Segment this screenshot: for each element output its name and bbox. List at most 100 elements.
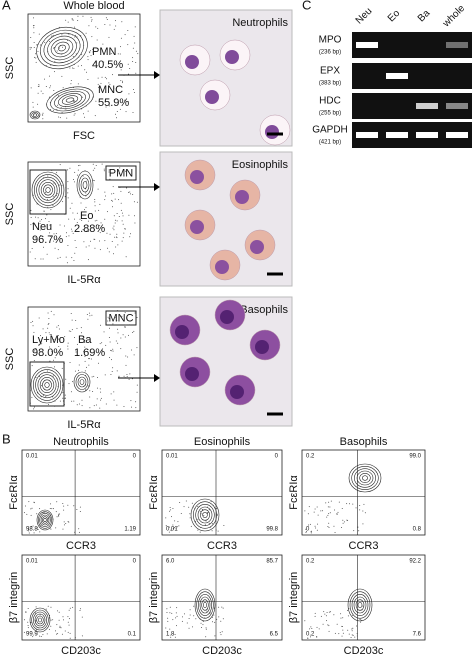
event-dot (67, 169, 69, 171)
event-dot (48, 41, 50, 43)
event-dot (30, 224, 32, 226)
event-dot (223, 524, 225, 526)
event-dot (85, 230, 87, 232)
panel-label: B (2, 431, 11, 446)
event-dot (26, 513, 28, 515)
event-dot (347, 629, 349, 631)
event-dot (41, 343, 43, 345)
event-dot (30, 508, 32, 510)
event-dot (56, 50, 58, 52)
event-dot (83, 230, 85, 232)
event-dot (313, 511, 315, 513)
event-dot (103, 61, 105, 63)
event-dot (67, 521, 69, 523)
nucleus (235, 190, 249, 204)
event-dot (220, 634, 222, 636)
event-dot (101, 163, 103, 165)
event-dot (115, 25, 117, 27)
gate (29, 169, 67, 215)
event-dot (75, 247, 77, 249)
contour (193, 501, 217, 529)
event-dot (170, 530, 172, 532)
event-dot (317, 523, 319, 525)
event-dot (65, 232, 67, 234)
nucleus (175, 325, 189, 339)
event-dot (180, 512, 182, 514)
event-dot (113, 399, 115, 401)
event-dot (83, 209, 85, 211)
arrowhead (154, 374, 160, 382)
event-dot (29, 251, 31, 253)
event-dot (35, 53, 37, 55)
event-dot (40, 90, 42, 92)
nucleus (215, 260, 229, 274)
event-dot (211, 530, 213, 532)
event-dot (116, 212, 118, 214)
event-dot (94, 205, 96, 207)
event-dot (78, 531, 80, 533)
event-dot (133, 330, 135, 332)
event-dot (169, 612, 171, 614)
event-dot (116, 111, 118, 113)
event-dot (49, 508, 51, 510)
event-dot (111, 206, 113, 208)
event-dot (334, 509, 336, 511)
event-dot (73, 67, 75, 69)
event-dot (59, 513, 61, 515)
event-dot (69, 361, 71, 363)
event-dot (32, 337, 34, 339)
event-dot (71, 319, 73, 321)
event-dot (82, 175, 84, 177)
nucleus (205, 90, 219, 104)
event-dot (125, 324, 127, 326)
event-dot (97, 83, 99, 85)
event-dot (33, 331, 35, 333)
event-dot (49, 232, 51, 234)
event-dot (222, 607, 224, 609)
event-dot (214, 635, 216, 637)
event-dot (129, 68, 131, 70)
event-dot (53, 196, 55, 198)
event-dot (348, 633, 350, 635)
event-dot (359, 509, 361, 511)
event-dot (27, 627, 29, 629)
event-dot (76, 509, 78, 511)
event-dot (74, 239, 76, 241)
event-dot (105, 91, 107, 93)
event-dot (124, 34, 126, 36)
event-dot (216, 513, 218, 515)
event-dot (172, 507, 174, 509)
event-dot (87, 59, 89, 61)
contour (32, 369, 62, 401)
event-dot (189, 614, 191, 616)
event-dot (73, 400, 75, 402)
event-dot (193, 615, 195, 617)
event-dot (116, 117, 118, 119)
contour (73, 371, 91, 393)
event-dot (76, 174, 78, 176)
event-dot (183, 506, 185, 508)
event-dot (113, 87, 115, 89)
y-axis-label: β7 integrin (288, 572, 300, 624)
event-dot (325, 502, 327, 504)
event-dot (340, 617, 342, 619)
event-dot (41, 385, 43, 387)
contour (43, 32, 81, 64)
event-dot (346, 609, 348, 611)
event-dot (112, 200, 114, 202)
event-dot (193, 605, 195, 607)
event-dot (124, 312, 126, 314)
event-dot (342, 519, 344, 521)
event-dot (76, 212, 78, 214)
event-dot (118, 199, 120, 201)
event-dot (50, 528, 52, 530)
gene-name: MPO (319, 35, 342, 46)
quadrant-value: 0 (133, 454, 137, 460)
gate (29, 361, 65, 407)
event-dot (33, 532, 35, 534)
contour (36, 509, 54, 531)
event-dot (166, 608, 168, 610)
contour (356, 470, 374, 486)
nucleus (230, 385, 244, 399)
event-dot (82, 228, 84, 230)
